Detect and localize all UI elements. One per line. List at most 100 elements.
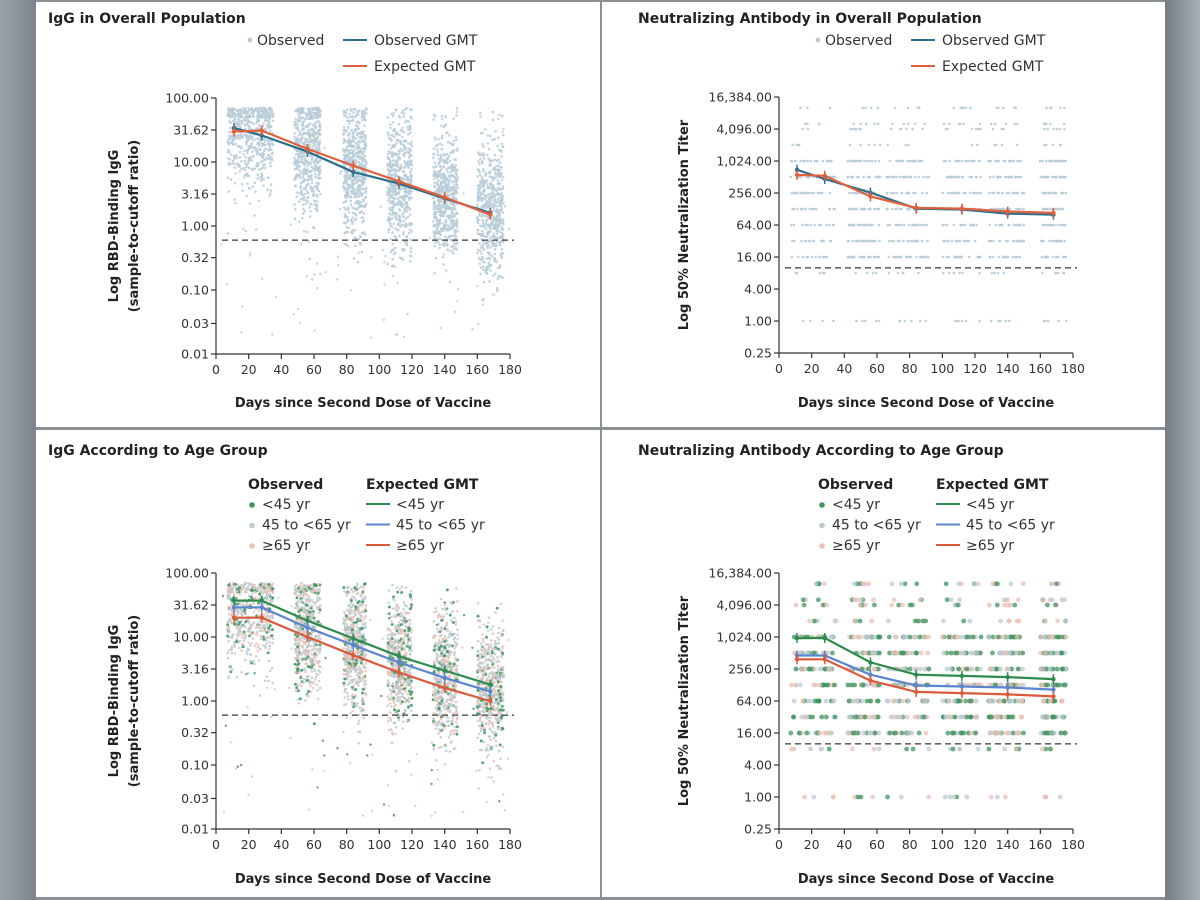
observed-point bbox=[501, 211, 505, 214]
observed-point bbox=[1004, 319, 1008, 323]
observed-point bbox=[346, 141, 350, 145]
observed-point bbox=[351, 206, 354, 209]
observed-point bbox=[271, 641, 274, 645]
observed-point bbox=[479, 258, 482, 262]
observed-point bbox=[384, 254, 387, 258]
observed-point bbox=[227, 640, 230, 643]
observed-point bbox=[317, 142, 321, 145]
observed-point bbox=[343, 177, 347, 180]
observed-point bbox=[436, 150, 439, 154]
observed-point bbox=[988, 223, 991, 227]
observed-point bbox=[314, 120, 318, 124]
observed-point bbox=[392, 211, 395, 215]
observed-point bbox=[862, 159, 866, 163]
observed-point bbox=[237, 640, 241, 644]
observed-point bbox=[362, 187, 366, 191]
observed-point bbox=[898, 255, 901, 259]
observed-point bbox=[449, 141, 452, 145]
observed-point bbox=[501, 185, 505, 188]
observed-point bbox=[486, 241, 490, 245]
observed-point bbox=[1056, 207, 1059, 211]
observed-point bbox=[349, 203, 353, 206]
observed-point bbox=[249, 137, 252, 140]
observed-point bbox=[494, 130, 497, 133]
observed-point bbox=[495, 229, 499, 232]
observed-point bbox=[456, 212, 459, 216]
observed-point bbox=[853, 159, 857, 163]
observed-point bbox=[400, 202, 404, 205]
observed-point bbox=[232, 640, 236, 644]
observed-point bbox=[1046, 127, 1049, 131]
observed-point bbox=[388, 123, 392, 126]
observed-point bbox=[254, 137, 258, 141]
observed-point bbox=[265, 686, 269, 689]
observed-point bbox=[1009, 175, 1012, 179]
observed-point bbox=[307, 170, 311, 173]
observed-point bbox=[226, 634, 230, 638]
observed-point bbox=[878, 143, 882, 147]
observed-point bbox=[989, 255, 992, 259]
observed-point bbox=[901, 159, 905, 163]
observed-point bbox=[498, 236, 502, 240]
observed-point bbox=[302, 230, 306, 233]
observed-point bbox=[452, 223, 456, 226]
observed-point bbox=[343, 128, 346, 131]
observed-point bbox=[978, 122, 982, 126]
observed-point bbox=[453, 175, 457, 179]
y-tick-label: 1,024.00 bbox=[716, 154, 772, 169]
observed-point bbox=[961, 175, 964, 179]
observed-point bbox=[812, 191, 816, 195]
observed-point bbox=[484, 197, 487, 201]
observed-point bbox=[363, 111, 366, 115]
observed-point bbox=[259, 161, 262, 164]
observed-point bbox=[808, 239, 811, 243]
observed-point bbox=[491, 110, 495, 114]
observed-point bbox=[865, 159, 869, 163]
observed-point bbox=[821, 271, 825, 275]
observed-point bbox=[1046, 255, 1049, 259]
observed-point bbox=[391, 159, 395, 162]
observed-point bbox=[484, 268, 487, 272]
observed-point bbox=[791, 207, 794, 211]
observed-point bbox=[1059, 175, 1062, 179]
observed-point bbox=[408, 198, 411, 202]
observed-point bbox=[297, 159, 300, 162]
observed-point bbox=[877, 223, 881, 227]
observed-point bbox=[1011, 255, 1015, 259]
observed-point bbox=[1062, 122, 1066, 126]
observed-point bbox=[960, 223, 963, 227]
observed-point bbox=[1003, 159, 1006, 163]
observed-point bbox=[335, 278, 339, 281]
observed-point bbox=[1002, 255, 1006, 259]
observed-point bbox=[867, 223, 870, 227]
observed-point bbox=[304, 112, 308, 116]
observed-point bbox=[478, 189, 481, 193]
observed-point bbox=[242, 107, 245, 110]
observed-point bbox=[399, 195, 403, 199]
observed-point bbox=[997, 255, 1001, 259]
observed-point bbox=[408, 192, 412, 196]
observed-point bbox=[916, 106, 920, 110]
observed-point bbox=[226, 651, 230, 655]
observed-point bbox=[851, 159, 855, 163]
observed-point bbox=[234, 108, 237, 111]
observed-point bbox=[493, 248, 497, 251]
observed-point bbox=[480, 159, 484, 163]
observed-point bbox=[389, 223, 392, 227]
observed-point bbox=[339, 172, 342, 175]
observed-point bbox=[271, 333, 274, 336]
observed-point bbox=[232, 592, 236, 595]
observed-point bbox=[406, 125, 410, 129]
observed-point bbox=[248, 254, 252, 257]
observed-point bbox=[268, 155, 271, 158]
observed-point bbox=[347, 226, 351, 230]
observed-point bbox=[315, 187, 319, 190]
observed-point bbox=[265, 642, 268, 646]
observed-point bbox=[440, 118, 444, 121]
observed-point bbox=[501, 133, 505, 137]
observed-point bbox=[362, 139, 366, 142]
observed-point bbox=[979, 127, 982, 131]
observed-point bbox=[409, 246, 413, 250]
observed-point bbox=[404, 201, 408, 205]
observed-point bbox=[297, 116, 301, 119]
